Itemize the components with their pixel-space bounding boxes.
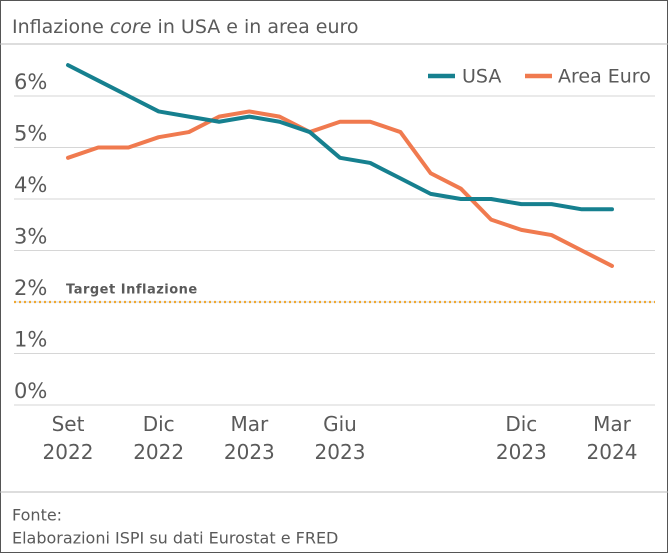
x-tick-line: 2023 bbox=[224, 440, 275, 464]
x-tick-line: 2023 bbox=[315, 440, 366, 464]
y-tick-label: 4% bbox=[14, 173, 47, 197]
y-tick-label: 2% bbox=[14, 276, 47, 300]
legend-label: USA bbox=[462, 66, 501, 88]
chart-title: Inflazione core in USA e in area euro bbox=[12, 16, 359, 38]
x-tick-line: 2022 bbox=[43, 440, 94, 464]
title-emphasis: core bbox=[110, 16, 152, 38]
y-tick-label: 1% bbox=[14, 328, 47, 352]
x-tick-line: 2023 bbox=[496, 440, 547, 464]
y-tick-label: 5% bbox=[14, 122, 47, 146]
series-line bbox=[66, 63, 614, 212]
target-label: Target Inflazione bbox=[66, 283, 198, 298]
x-tick-line: Mar bbox=[593, 412, 632, 436]
x-tick-line: 2022 bbox=[133, 440, 184, 464]
x-tick-line: Set bbox=[52, 412, 85, 436]
x-tick-line: Dic bbox=[143, 412, 175, 436]
x-tick-label: Set 2022 bbox=[43, 412, 94, 464]
x-tick-label: Giu 2023 bbox=[315, 412, 366, 464]
x-tick-line: 2024 bbox=[587, 440, 638, 464]
x-tick-label: Dic 2023 bbox=[496, 412, 547, 464]
legend-label: Area Euro bbox=[558, 66, 651, 88]
source-label: Fonte: bbox=[12, 506, 62, 525]
series-line bbox=[66, 109, 614, 268]
y-tick-label: 0% bbox=[14, 379, 47, 403]
x-tick-line: Dic bbox=[505, 412, 537, 436]
x-tick-label: Dic 2022 bbox=[133, 412, 184, 464]
x-tick-label: Mar 2024 bbox=[587, 412, 638, 464]
x-tick-label: Mar 2023 bbox=[224, 412, 275, 464]
y-tick-label: 6% bbox=[14, 70, 47, 94]
title-part: Inflazione bbox=[12, 16, 104, 38]
title-part: in USA e in area euro bbox=[158, 16, 359, 38]
source-text: Elaborazioni ISPI su dati Eurostat e FRE… bbox=[12, 529, 338, 548]
x-tick-line: Giu bbox=[323, 412, 357, 436]
y-tick-label: 3% bbox=[14, 225, 47, 249]
x-tick-line: Mar bbox=[230, 412, 269, 436]
